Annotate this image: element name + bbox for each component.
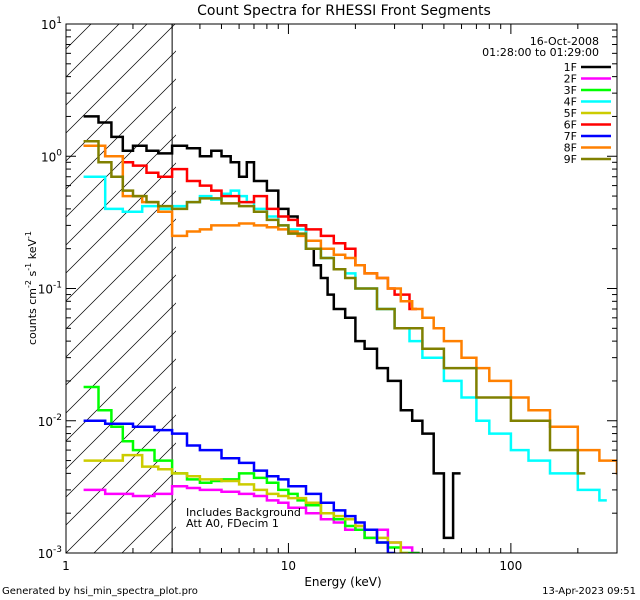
y-axis-label-part3: keV xyxy=(26,239,39,263)
y-axis-label-sup3: -1 xyxy=(24,231,33,239)
legend-label-7F: 7F xyxy=(564,130,577,143)
hatch-line xyxy=(66,106,176,218)
hatch-line xyxy=(374,24,640,553)
y-axis-label-part1: counts cm xyxy=(26,288,39,345)
hatch-line xyxy=(66,386,176,498)
hatch-line xyxy=(66,414,176,526)
y-tick-label: 101 xyxy=(41,16,62,32)
y-tick-label: 100 xyxy=(41,148,62,164)
legend-label-4F: 4F xyxy=(564,96,577,109)
series-5F-line xyxy=(83,453,409,553)
plot-frame xyxy=(65,23,618,554)
x-axis-label: Energy (keV) xyxy=(304,575,381,589)
hatch-line xyxy=(290,24,640,553)
x-tick-label: 10 xyxy=(281,559,296,573)
hatch-line xyxy=(626,24,640,553)
hatch-line xyxy=(66,358,176,470)
legend-label-5F: 5F xyxy=(564,107,577,120)
y-tick-label: 10-3 xyxy=(38,545,62,561)
time-range-label: 01:28:00 to 01:29:00 xyxy=(482,46,599,59)
series-9F-line xyxy=(83,139,586,475)
legend-label-6F: 6F xyxy=(564,119,577,132)
annotation-background: Includes Background xyxy=(186,506,301,519)
series-4F-line xyxy=(83,175,607,502)
date-label: 16-Oct-2008 xyxy=(530,35,599,48)
x-tick-label: 100 xyxy=(499,559,522,573)
series-1F-line xyxy=(83,115,461,540)
chart-title: Count Spectra for RHESSI Front Segments xyxy=(197,3,491,19)
y-axis: 10-3 10-2 10-1 100 101 xyxy=(38,16,617,561)
x-tick-label: 1 xyxy=(62,559,70,573)
series-8F-line xyxy=(83,144,617,475)
hatch-line xyxy=(598,24,640,553)
hatch-line xyxy=(66,78,176,190)
hatch-line xyxy=(66,442,176,553)
hatch-line xyxy=(66,50,176,162)
y-tick-label: 10-2 xyxy=(38,413,62,429)
legend-label-1F: 1F xyxy=(564,61,577,74)
footer-generator: Generated by hsi_min_spectra_plot.pro xyxy=(2,586,198,597)
y-tick-label: 10-1 xyxy=(38,281,62,297)
footer-timestamp: 13-Apr-2023 09:51 xyxy=(542,586,636,597)
legend-label-2F: 2F xyxy=(564,73,577,86)
y-axis-label-sup2: -1 xyxy=(24,263,33,271)
y-axis-label-sup1: -2 xyxy=(24,280,33,288)
legend-label-8F: 8F xyxy=(564,142,577,155)
hatch-line xyxy=(66,24,176,134)
hatch-line xyxy=(66,246,176,358)
y-axis-label: counts cm-2 s-1 keV-1 xyxy=(24,231,39,345)
series-6F-line xyxy=(83,144,417,311)
series-group xyxy=(83,115,617,553)
y-axis-label-part2: s xyxy=(26,270,39,279)
hatch-line xyxy=(66,218,176,330)
x-axis: 1 10 100 xyxy=(62,24,618,573)
legend-label-3F: 3F xyxy=(564,84,577,97)
legend-label-9F: 9F xyxy=(564,153,577,166)
hatched-region xyxy=(66,24,640,553)
series-7F-line xyxy=(83,419,396,553)
hatch-line xyxy=(66,190,176,302)
annotation-attenuator: Att A0, FDecim 1 xyxy=(186,517,279,530)
hatch-line xyxy=(66,274,176,386)
series-3F-line xyxy=(83,385,420,553)
